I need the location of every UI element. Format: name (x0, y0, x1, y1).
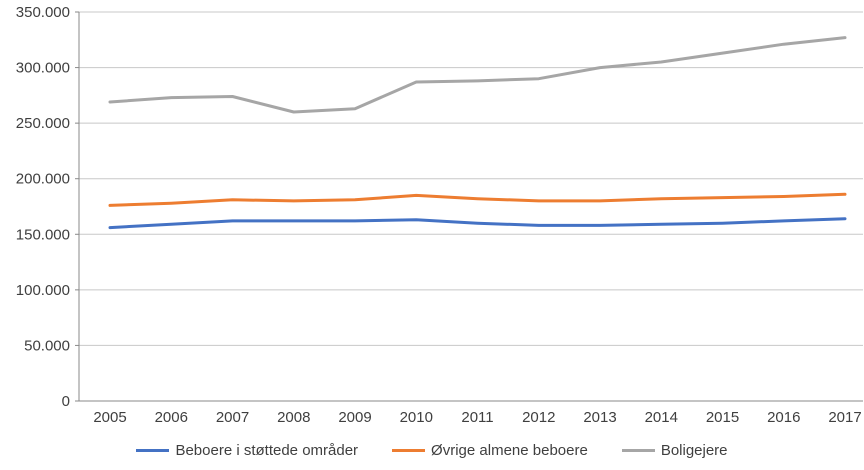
legend-item: Beboere i støttede områder (136, 442, 358, 459)
x-axis-label: 2011 (461, 409, 493, 426)
legend-item: Boligejere (621, 442, 728, 459)
series-line (108, 217, 847, 230)
plot-area: 0 50.000 100.000 150.000 200.000 250.000 300.0… (16, 4, 863, 426)
series-line (108, 192, 847, 207)
legend-line-swatch (392, 449, 426, 452)
x-axis-label: 2007 (216, 409, 249, 426)
x-axis-label: 2010 (400, 409, 433, 426)
x-axis-label: 2009 (338, 409, 371, 426)
series-line (108, 36, 847, 114)
y-axis-label: 250.000 (16, 115, 70, 132)
legend-label: Øvrige almene beboere (431, 442, 588, 459)
x-axis-label: 2015 (706, 409, 739, 426)
y-axis-label: 350.000 (16, 4, 70, 21)
x-axis-label: 2005 (93, 409, 126, 426)
legend-line-swatch (136, 449, 170, 452)
legend-label: Beboere i støttede områder (175, 442, 359, 459)
y-axis-label: 300.000 (16, 60, 70, 77)
chart-legend: Beboere i støttede områder Øvrige almene … (0, 442, 864, 459)
y-axis-label: 150.000 (16, 226, 70, 243)
y-axis-label: 200.000 (16, 171, 70, 188)
x-axis-label: 2013 (583, 409, 616, 426)
y-axis-label: 0 (62, 393, 70, 410)
x-axis-label: 2006 (155, 409, 188, 426)
legend-line-swatch (621, 449, 655, 452)
x-axis-label: 2008 (277, 409, 310, 426)
legend-label: Boligejere (660, 442, 728, 459)
legend-item: Øvrige almene beboere (392, 442, 588, 459)
y-axis-label: 100.000 (16, 282, 70, 299)
x-axis-label: 2016 (767, 409, 800, 426)
x-axis-label: 2017 (828, 409, 861, 426)
y-axis-label: 50.000 (24, 337, 70, 354)
x-axis-label: 2012 (522, 409, 555, 426)
x-axis-label: 2014 (645, 409, 678, 426)
